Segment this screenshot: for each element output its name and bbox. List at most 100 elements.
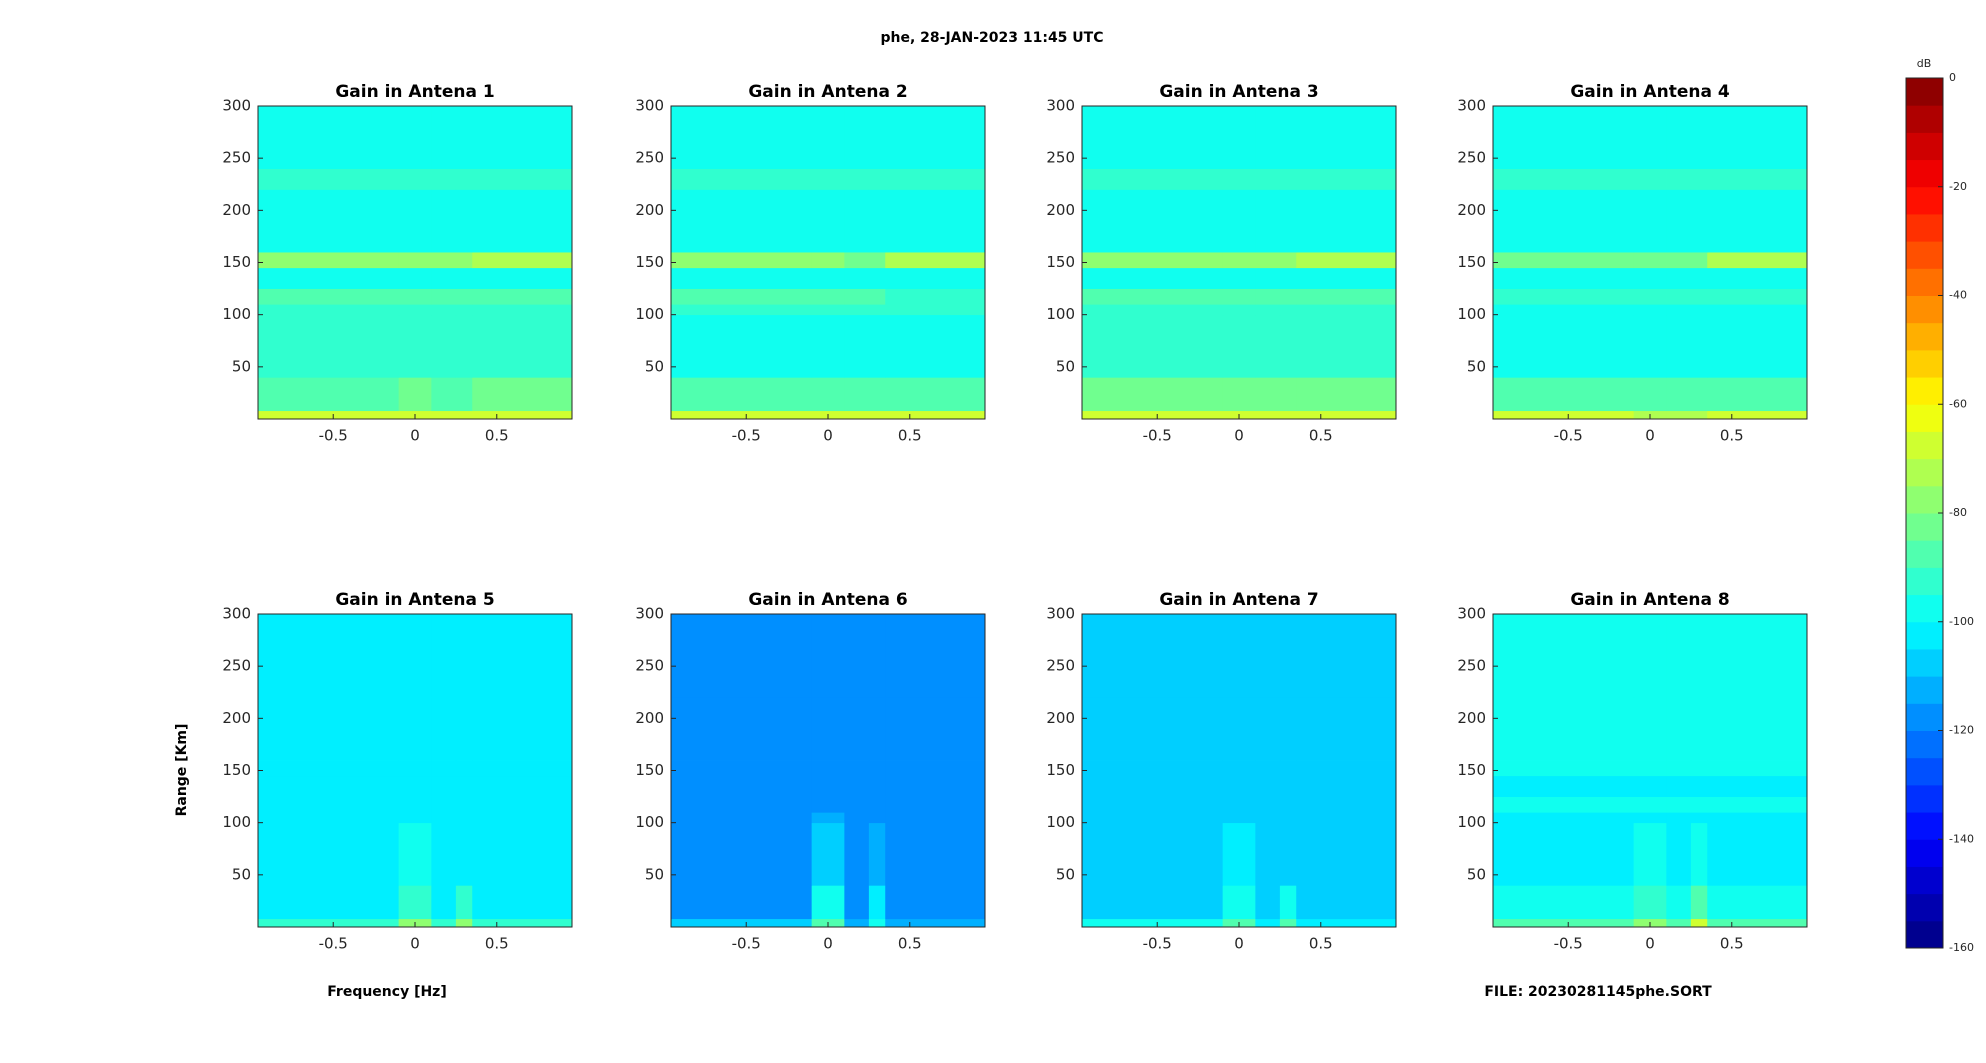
colorbar-swatch: [1906, 648, 1943, 677]
heatmap-cell: [811, 304, 845, 316]
heatmap-cell: [1666, 252, 1692, 269]
heatmap-cell: [398, 377, 432, 412]
heatmap-cell: [1707, 697, 1808, 761]
heatmap-cell: [1082, 614, 1224, 677]
y-tick-label: 50: [1056, 357, 1075, 375]
heatmap-cell: [1493, 168, 1635, 190]
heatmap-cell: [1707, 189, 1808, 253]
heatmap-cell: [1666, 314, 1692, 378]
heatmap-cell: [472, 189, 573, 253]
heatmap-cell: [1493, 822, 1635, 886]
heatmap-cell: [1666, 918, 1692, 928]
heatmap-cell: [1666, 189, 1692, 253]
heatmap-cell: [1082, 267, 1224, 289]
heatmap-cell: [868, 288, 886, 305]
heatmap-cell: [1633, 697, 1667, 761]
colorbar-swatch: [1906, 594, 1943, 623]
heatmap-cell: [811, 775, 845, 797]
heatmap-cell: [1255, 676, 1281, 698]
x-tick-label: 0.5: [1309, 935, 1333, 953]
colorbar-swatch: [1906, 703, 1943, 731]
heatmap-cell: [398, 697, 432, 761]
heatmap-cell: [431, 760, 457, 777]
heatmap-cell: [671, 796, 813, 813]
x-tick-label: -0.5: [732, 935, 761, 953]
y-tick-label: 50: [1467, 357, 1486, 375]
heatmap-cell: [1493, 812, 1635, 824]
heatmap-cell: [1493, 288, 1635, 305]
heatmap-cell: [1279, 410, 1297, 420]
heatmap-cell: [1082, 377, 1224, 412]
colorbar-tick-label: -80: [1949, 506, 1967, 519]
y-tick-label: 300: [1457, 97, 1486, 115]
heatmap-cell: [844, 168, 870, 190]
heatmap-cell: [1222, 288, 1256, 305]
heatmap-cell: [1707, 676, 1808, 698]
heatmap-cell: [1279, 304, 1297, 316]
heatmap-cell: [1690, 168, 1708, 190]
colorbar-swatch: [1906, 866, 1943, 895]
heatmap-cell: [868, 885, 886, 920]
heatmap-cell: [671, 822, 813, 886]
heatmap-cell: [472, 288, 573, 305]
heatmap-cell: [1279, 267, 1297, 289]
heatmap-cell: [398, 106, 432, 169]
heatmap-cell: [885, 168, 986, 190]
heatmap-cell: [455, 288, 473, 305]
heatmap-cell: [868, 189, 886, 253]
colorbar-swatch: [1906, 295, 1943, 324]
heatmap-cell: [1255, 314, 1281, 378]
heatmap-cell: [1707, 168, 1808, 190]
y-tick-label: 200: [222, 201, 251, 219]
heatmap-cell: [1296, 267, 1397, 289]
heatmap-cell: [671, 885, 813, 920]
x-tick-label: 0.5: [898, 427, 922, 445]
heatmap-cell: [455, 314, 473, 378]
heatmap-cell: [1296, 377, 1397, 412]
heatmap-cell: [1082, 314, 1224, 378]
heatmap-cell: [1296, 918, 1397, 928]
heatmap-cell: [868, 822, 886, 886]
heatmap-cell: [1666, 288, 1692, 305]
heatmap-cell: [1666, 676, 1692, 698]
colorbar-swatch: [1906, 268, 1943, 296]
heatmap-cell: [455, 106, 473, 169]
heatmap-cell: [811, 288, 845, 305]
heatmap-cell: [258, 822, 400, 886]
heatmap-cell: [844, 304, 870, 316]
heatmap-cell: [431, 697, 457, 761]
heatmap-cell: [431, 314, 457, 378]
heatmap-cell: [1082, 288, 1224, 305]
heatmap-cell: [455, 812, 473, 824]
panel-title: Gain in Antena 3: [1159, 82, 1318, 102]
heatmap-cell: [455, 822, 473, 886]
heatmap-cell: [1666, 885, 1692, 920]
heatmap-cell: [1255, 267, 1281, 289]
heatmap-cell: [1707, 288, 1808, 305]
panel-title: Gain in Antena 4: [1570, 82, 1730, 102]
heatmap-cell: [1707, 822, 1808, 886]
heatmap-cell: [844, 822, 870, 886]
heatmap-cell: [455, 267, 473, 289]
heatmap-cell: [398, 288, 432, 305]
heatmap-cell: [1493, 189, 1635, 253]
heatmap-cell: [844, 410, 870, 420]
y-tick-label: 100: [222, 813, 251, 831]
heatmap-cell: [868, 314, 886, 378]
heatmap-cell: [868, 252, 886, 269]
y-tick-label: 150: [1457, 761, 1486, 779]
heatmap-cell: [844, 288, 870, 305]
y-tick-label: 150: [222, 253, 251, 271]
heatmap-cell: [1296, 676, 1397, 698]
heatmap-cell: [1666, 410, 1692, 420]
heatmap-cell: [1707, 410, 1808, 420]
heatmap-cell: [1666, 267, 1692, 289]
heatmap-cell: [1082, 775, 1224, 797]
heatmap-cell: [1082, 676, 1224, 698]
colorbar-tick-label: -60: [1949, 397, 1967, 410]
heatmap-cell: [398, 314, 432, 378]
heatmap-cell: [455, 697, 473, 761]
heatmap-cell: [1707, 885, 1808, 920]
heatmap-cell: [844, 676, 870, 698]
